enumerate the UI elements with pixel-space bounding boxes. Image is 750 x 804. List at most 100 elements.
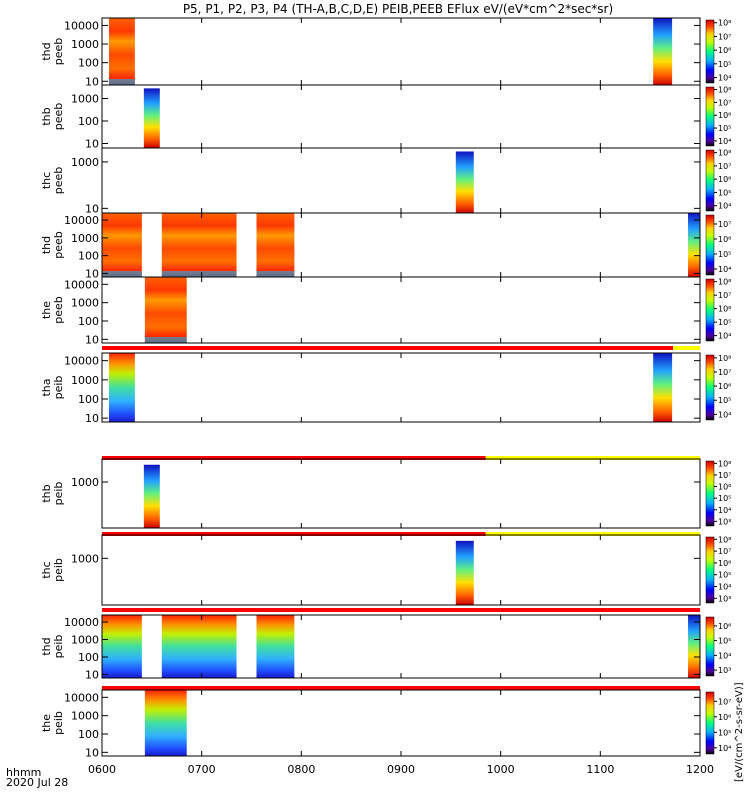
colorbar-tick-label: 10⁸ <box>718 86 731 95</box>
panel-label-line: thc <box>40 561 53 578</box>
x-axis-caption: hhmm <box>6 766 41 779</box>
x-tick-label: 1200 <box>686 763 714 776</box>
y-tick-label: 10 <box>85 267 99 280</box>
colorbar-tick-label: 10⁸ <box>718 149 731 158</box>
colorbar-tick-label: 10⁴ <box>718 410 731 419</box>
panel-thd-peeb: 10 100 1000 10000 thdpeeb 10⁴ 10⁵ 10⁶ 10⁷ <box>40 212 731 280</box>
colorbar-tick-label: 10⁷ <box>718 368 731 377</box>
panel-label-line: peib <box>52 635 65 659</box>
colorbar-tick-label: 10⁷ <box>718 32 731 41</box>
panel-label-line: the <box>40 714 53 732</box>
colorbar-tick-label: 10⁷ <box>718 98 731 107</box>
colorbar <box>705 536 715 604</box>
low-energy-band <box>144 337 187 343</box>
colorbar <box>705 616 715 677</box>
colorbar-tick-label: 10⁵ <box>718 124 731 133</box>
spectrogram-segment <box>144 690 187 756</box>
flag-bar-red <box>102 608 700 612</box>
colorbar <box>705 86 715 147</box>
spectrogram-segment <box>102 213 142 277</box>
colorbar-tick-label: 10⁵ <box>718 396 731 405</box>
y-tick-label: 10 <box>85 202 99 215</box>
spectrogram-segment <box>256 213 295 277</box>
panel-label-line: peib <box>52 711 65 735</box>
spectrogram-segment <box>108 353 135 422</box>
colorbar <box>705 691 715 755</box>
colorbar-tick-label: 10⁶ <box>718 483 731 492</box>
colorbar-tick-label: 10⁵ <box>718 188 731 197</box>
colorbar-tick-label: 10⁴ <box>718 506 731 515</box>
panel-thb-peeb: 10 100 1000 thbpeeb 10⁴ 10⁵ 10⁶ 10⁷ 10⁸ <box>40 84 731 151</box>
colorbar-tick-label: 10⁸ <box>718 459 731 468</box>
colorbar-tick-label: 10³ <box>718 666 731 675</box>
y-tick-label: 1000 <box>71 476 99 489</box>
spectrogram-segment <box>161 213 237 277</box>
colorbar-tick-label: 10⁶ <box>718 713 731 722</box>
panel-the-peeb: 10 100 1000 10000 thepeeb 10⁴ 10⁵ 10⁶ 10⁷ 10⁸ <box>40 276 731 350</box>
spectrogram-segment <box>455 151 474 213</box>
panel-thc-peeb: 10 1000 thcpeeb 10⁴ 10⁵ 10⁶ 10⁷ 10⁸ <box>40 147 731 215</box>
colorbar <box>705 278 715 342</box>
spectrogram-segment <box>143 88 160 148</box>
x-tick-label: 1100 <box>586 763 614 776</box>
y-tick-label: 100 <box>78 315 99 328</box>
colorbar-tick-label: 10⁴ <box>718 74 731 83</box>
colorbar-tick-label: 10⁶ <box>718 305 731 314</box>
colorbar-tick-label: 10⁵ <box>718 571 731 580</box>
colorbar-tick-label: 10⁷ <box>718 291 731 300</box>
colorbar-tick-label: 10³ <box>718 594 731 603</box>
panel-frame <box>101 17 701 86</box>
panel-label: thbpeib <box>40 482 65 506</box>
y-tick-label: 10000 <box>64 214 99 227</box>
low-energy-band <box>161 271 237 277</box>
colorbar-tick-label: 10⁷ <box>718 220 731 229</box>
colorbar-tick-label: 10⁷ <box>718 697 731 706</box>
colorbar-tick-label: 10⁴ <box>718 265 731 274</box>
y-tick-label: 100 <box>78 250 99 263</box>
colorbar-tick-label: 10⁷ <box>718 471 731 480</box>
panel-frame <box>101 276 701 344</box>
low-energy-band <box>108 79 135 85</box>
y-tick-label: 1000 <box>71 38 99 51</box>
colorbar-tick-label: 10⁴ <box>718 332 731 341</box>
spectrogram-segment <box>161 615 237 678</box>
colorbar-tick-label: 10⁷ <box>718 547 731 556</box>
colorbar-tick-label: 10⁸ <box>718 354 731 363</box>
panel-frame <box>101 458 701 529</box>
colorbar-tick-label: 10⁶ <box>718 235 731 244</box>
y-tick-label: 10000 <box>64 355 99 368</box>
panel-label: thdpeeb <box>40 38 65 66</box>
panel-label-line: thb <box>40 107 53 125</box>
y-tick-label: 10 <box>85 75 99 88</box>
y-tick-label: 100 <box>78 57 99 70</box>
colorbar-tick-label: 10⁵ <box>718 318 731 327</box>
panel-label-line: thc <box>40 172 53 189</box>
y-tick-label: 10000 <box>64 616 99 629</box>
y-tick-label: 10000 <box>64 19 99 32</box>
y-tick-label: 100 <box>78 728 99 741</box>
panel-label-line: peib <box>52 376 65 400</box>
flag-bar-red <box>102 686 700 690</box>
colorbar-tick-label: 10⁵ <box>718 250 731 259</box>
spectrogram-segment <box>256 615 295 678</box>
panel-label-line: tha <box>40 378 53 396</box>
spectrogram-segment <box>688 615 700 678</box>
panel-label-line: the <box>40 301 53 319</box>
y-tick-label: 1000 <box>71 710 99 723</box>
colorbar-tick-label: 10⁴ <box>718 744 731 753</box>
colorbar-tick-label: 10⁴ <box>718 651 731 660</box>
spectrogram-segment <box>102 615 142 678</box>
x-tick-label: 0900 <box>387 763 415 776</box>
colorbar-tick-label: 10⁴ <box>718 202 731 211</box>
panel-label-line: peib <box>52 482 65 506</box>
panel-frame <box>101 147 701 214</box>
y-tick-label: 1000 <box>71 232 99 245</box>
colorbar <box>705 460 715 527</box>
colorbar-tick-label: 10⁸ <box>718 278 731 287</box>
y-tick-label: 1000 <box>71 156 99 169</box>
y-tick-label: 100 <box>78 115 99 128</box>
colorbar-tick-label: 10⁶ <box>718 382 731 391</box>
panel-label-line: thb <box>40 484 53 502</box>
y-tick-label: 10 <box>85 669 99 682</box>
